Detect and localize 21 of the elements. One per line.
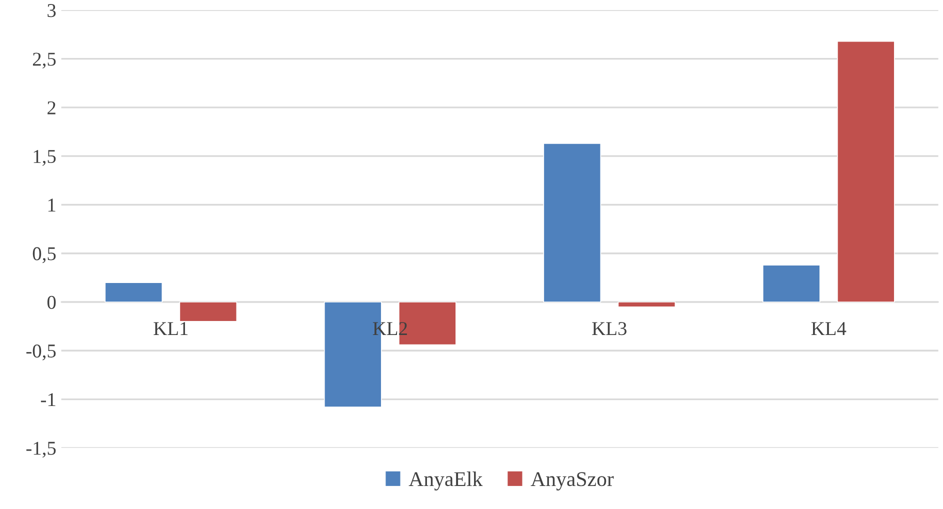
legend-label: AnyaSzor bbox=[530, 472, 614, 490]
y-tick-label: 0,5 bbox=[32, 247, 56, 264]
bar bbox=[543, 143, 602, 302]
legend-label: AnyaElk bbox=[408, 472, 483, 490]
y-tick-label: 0 bbox=[47, 296, 56, 309]
bar bbox=[762, 264, 820, 302]
bar bbox=[104, 282, 163, 302]
bar bbox=[837, 40, 895, 302]
y-tick-label: -1 bbox=[40, 393, 56, 406]
x-tick-label: KL4 bbox=[811, 322, 846, 335]
y-tick-label: 2,5 bbox=[32, 52, 56, 69]
y-tick-label: 2 bbox=[48, 101, 56, 114]
y-tick-label: 1,5 bbox=[34, 150, 56, 166]
bar bbox=[618, 302, 676, 308]
bar bbox=[179, 302, 238, 322]
y-tick-label: 3 bbox=[48, 4, 56, 18]
y-tick-label: -1,5 bbox=[26, 442, 56, 458]
y-tick-label: -0,5 bbox=[26, 344, 56, 360]
y-tick-label: 1 bbox=[48, 198, 56, 212]
x-tick-label: KL3 bbox=[592, 322, 626, 336]
x-tick-label: KL1 bbox=[154, 322, 188, 335]
